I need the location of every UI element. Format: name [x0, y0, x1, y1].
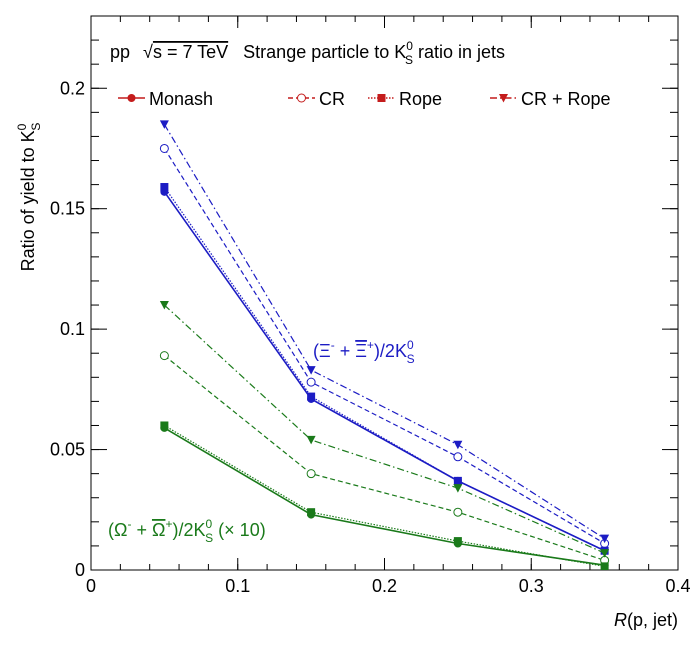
series-line	[163, 304, 605, 554]
legend-entry: Monash	[118, 89, 213, 109]
data-point	[306, 469, 316, 479]
xi-ratio-label: (Ξ- + Ξ+)/2K0 S	[313, 338, 415, 366]
legend-marker	[499, 94, 508, 103]
series-line	[163, 148, 605, 545]
legend-marker	[297, 93, 306, 103]
series-xi-cr-rope	[159, 120, 610, 544]
data-point	[306, 377, 316, 387]
legend-label: Rope	[399, 89, 442, 109]
data-point	[160, 183, 169, 192]
data-point	[159, 120, 169, 129]
data-point	[453, 452, 463, 462]
y-axis-title: Ratio of yield to K0S	[15, 123, 43, 272]
series-omega-rope	[160, 421, 609, 570]
data-point	[600, 534, 610, 544]
legend-marker	[377, 94, 386, 102]
chart-title: pp √s = 7 TeV Strange particle to K0 S ra…	[110, 39, 505, 67]
series-xi-rope	[160, 183, 609, 555]
series-xi-cr	[159, 143, 610, 549]
data-point	[159, 351, 169, 361]
legend-label: CR	[319, 89, 345, 109]
data-point	[160, 421, 169, 430]
series-line	[163, 124, 605, 540]
data-point	[453, 537, 462, 546]
y-tick-label: 0.05	[50, 440, 85, 460]
series-omega-monash	[160, 423, 609, 570]
legend-marker	[127, 94, 136, 102]
data-point	[453, 484, 463, 493]
data-point	[306, 435, 316, 445]
series-line	[164, 424, 605, 567]
y-tick-label: 0	[75, 560, 85, 580]
series-line	[163, 427, 605, 566]
series-layer	[159, 120, 610, 570]
omega-ratio-label: (Ω- + Ω+)/2K0 S (× 10)	[108, 517, 266, 545]
axis-ticks: 0 0.1 0.2 0.3 0.4 0 0.05 0.1 0.15 0.2	[50, 15, 691, 596]
x-tick-label: 0.4	[665, 576, 690, 596]
series-xi-monash	[160, 187, 609, 555]
data-point	[159, 301, 169, 310]
x-tick-label: 0.1	[225, 576, 250, 596]
legend-entry: Rope	[368, 89, 442, 109]
series-line	[163, 186, 605, 552]
x-tick-label: 0.2	[372, 576, 397, 596]
y-tick-label: 0.15	[50, 199, 85, 219]
x-tick-label: 0	[86, 576, 96, 596]
data-point	[600, 549, 610, 558]
data-point	[307, 392, 316, 401]
data-point	[453, 507, 463, 517]
legend-entry: CR	[288, 89, 345, 109]
legend: Monash CR Rope CR + Rope	[118, 89, 611, 109]
x-tick-label: 0.3	[519, 576, 544, 596]
series-line	[163, 355, 605, 561]
legend-label: Monash	[149, 89, 213, 109]
legend-entry: CR + Rope	[490, 89, 611, 109]
x-axis-title: R(p, jet)	[614, 610, 678, 630]
y-tick-label: 0.1	[60, 319, 85, 339]
data-point	[600, 562, 609, 570]
data-point	[453, 476, 462, 485]
data-point	[159, 143, 169, 153]
series-omega-cr-rope	[159, 301, 610, 558]
series-omega-cr	[159, 351, 610, 565]
data-point	[306, 366, 316, 375]
data-point	[307, 508, 316, 517]
y-tick-label: 0.2	[60, 78, 85, 98]
data-point	[453, 440, 463, 450]
legend-label: CR + Rope	[521, 89, 611, 109]
series-line	[163, 191, 605, 552]
